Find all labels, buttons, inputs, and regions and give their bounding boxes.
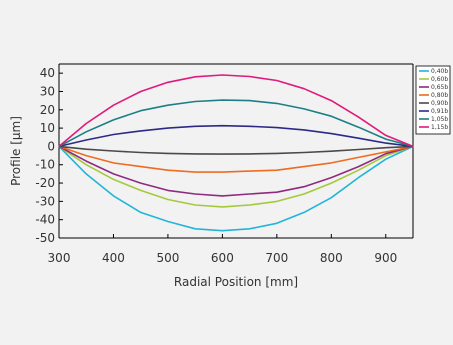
y-tick-label: 0 <box>47 139 55 153</box>
series-group <box>58 74 414 232</box>
x-ticks: 300 400 500 600 700 800 900 <box>48 234 397 265</box>
series-line-1,15b <box>58 74 414 148</box>
legend-label: 0,90b <box>431 100 448 107</box>
y-tick-label: 30 <box>40 84 55 98</box>
y-tick-label: -20 <box>35 176 55 190</box>
legend-label: 1,05b <box>431 116 448 123</box>
legend-label: 0,60b <box>431 76 448 83</box>
series-line-1,05b <box>58 99 414 148</box>
legend-label: 0,65b <box>431 84 448 91</box>
legend-label: 0,80b <box>431 92 448 99</box>
series-line-0,40b <box>58 145 414 232</box>
legend-label: 0,91b <box>431 108 448 115</box>
x-tick-label: 300 <box>48 251 71 265</box>
y-tick-label: 40 <box>40 66 55 80</box>
legend-box <box>415 65 451 135</box>
y-tick-label: -40 <box>35 213 55 227</box>
x-tick-label: 400 <box>102 251 125 265</box>
y-tick-label: -30 <box>35 194 55 208</box>
series-line-0,80b <box>58 145 414 173</box>
legend-label: 1,15b <box>431 124 448 131</box>
x-axis-label: Radial Position [mm] <box>174 275 298 289</box>
series-line-0,90b <box>58 145 414 155</box>
y-tick-label: 10 <box>40 121 55 135</box>
y-tick-label: -10 <box>35 158 55 172</box>
x-tick-label: 600 <box>211 251 234 265</box>
x-tick-label: 900 <box>374 251 397 265</box>
x-tick-label: 500 <box>156 251 179 265</box>
y-tick-label: -50 <box>35 231 55 245</box>
x-tick-label: 700 <box>265 251 288 265</box>
series-line-0,60b <box>58 145 414 208</box>
y-axis-label: Profile [µm] <box>9 116 23 186</box>
series-line-0,65b <box>58 145 414 197</box>
x-tick-label: 800 <box>320 251 343 265</box>
series-line-0,91b <box>58 124 414 148</box>
y-ticks: 40 30 20 10 0 -10 -20 -30 -40 -50 <box>35 66 63 245</box>
plot-area: 40 30 20 10 0 -10 -20 -30 -40 -50 300 400 500 600 700… <box>35 63 414 265</box>
legend-label: 0,40b <box>431 68 448 75</box>
y-tick-label: 20 <box>40 103 55 117</box>
